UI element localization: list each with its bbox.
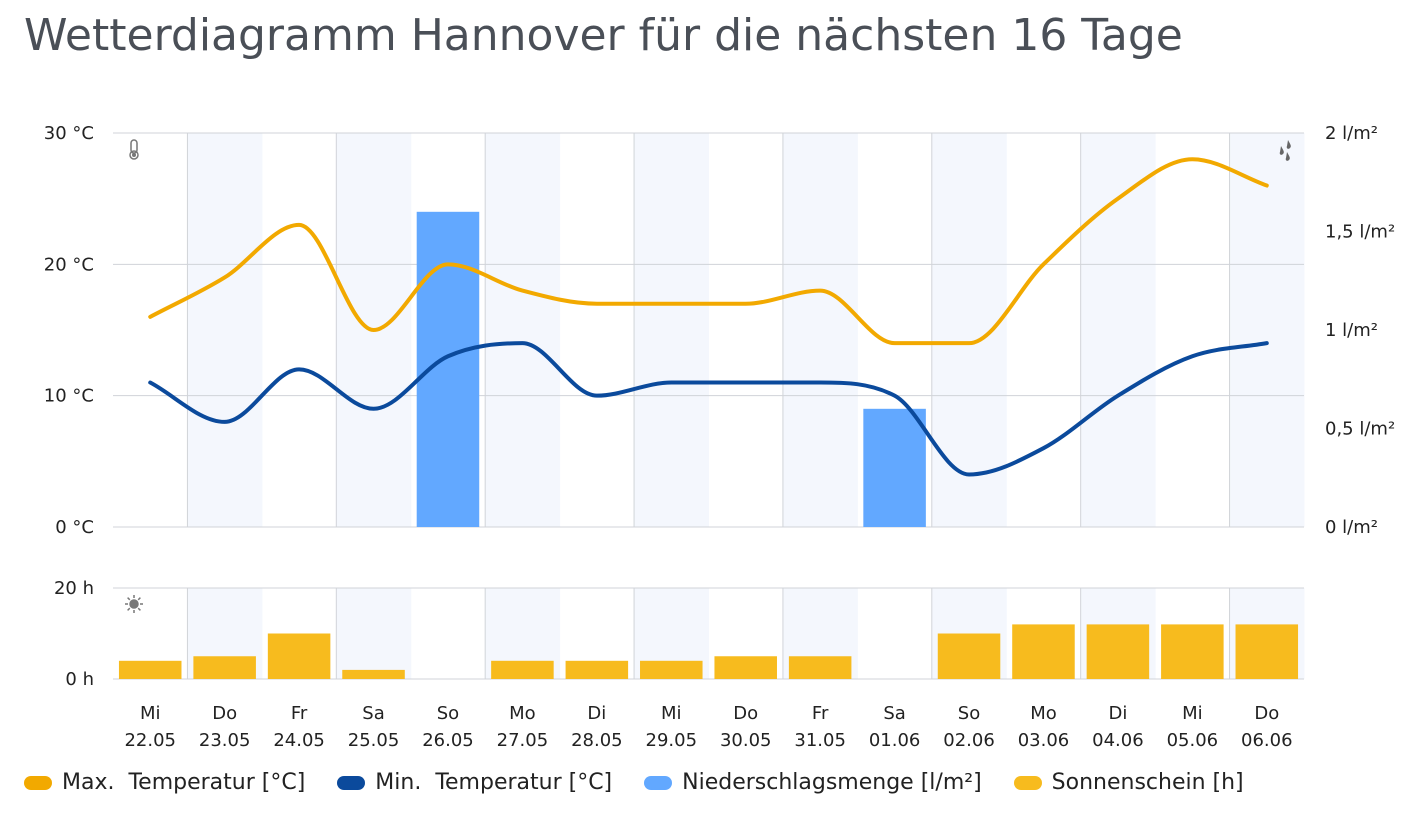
legend-label: Min. Temperatur [°C] [375,770,613,795]
x-tick-date: 01.06 [869,730,921,751]
y-right-tick-label: 0 l/m² [1325,517,1378,538]
x-tick-day: Do [733,703,758,724]
x-tick-day: Mi [661,703,682,724]
day-shade [1230,133,1305,527]
day-shading [187,133,1305,679]
legend-swatch [1013,775,1042,790]
sun-icon [125,595,143,613]
y-sun-tick-label: 20 h [54,578,94,599]
x-tick-date: 27.05 [497,730,549,751]
legend-swatch [644,775,673,790]
y-right-tick-label: 1 l/m² [1325,320,1378,341]
legend-item[interactable]: Niederschlagsmenge [l/m²] [644,770,982,795]
y-left-tick-label: 0 °C [55,517,94,538]
x-tick-day: So [437,703,459,724]
legend-item[interactable]: Max. Temperatur [°C] [24,770,305,795]
sunshine-bar [118,660,182,679]
precip-bar [863,408,926,527]
x-tick-date: 31.05 [794,730,846,751]
x-tick-day: Di [1108,703,1127,724]
x-tick-day: Mo [1030,703,1057,724]
max-temp-line [148,157,1269,346]
legend-label: Niederschlagsmenge [l/m²] [682,770,982,795]
x-tick-day: Mi [1182,703,1203,724]
min-temp-line [148,341,1269,477]
sunshine-bar [640,660,703,679]
sunshine-bar [565,660,629,679]
x-tick-day: So [958,703,980,724]
legend-label: Max. Temperatur [°C] [62,770,306,795]
y-sun-tick-label: 0 h [65,669,94,690]
sunshine-bar [1235,624,1299,679]
y-left-tick-label: 10 °C [44,386,94,407]
legend-item[interactable]: Sonnenschein [h] [1013,770,1244,795]
y-right-tick-label: 0,5 l/m² [1325,419,1395,440]
sunshine-bar [714,656,777,679]
sunshine-bar [193,656,256,679]
gridlines [113,132,1304,680]
x-tick-date: 25.05 [348,730,400,751]
x-tick-date: 23.05 [199,730,251,751]
sunshine-bar [342,669,405,679]
day-shade [783,133,858,527]
x-tick-day: Do [212,703,237,724]
x-tick-date: 22.05 [124,730,176,751]
x-tick-date: 28.05 [571,730,623,751]
x-tick-date: 05.06 [1167,730,1219,751]
x-tick-date: 30.05 [720,730,772,751]
y-right-tick-label: 2 l/m² [1325,123,1378,144]
page-title: Wetterdiagramm Hannover für die nächsten… [24,10,1183,61]
sunshine-bar [788,656,852,679]
y-right-tick-label: 1,5 l/m² [1325,222,1395,243]
day-shade [634,133,709,527]
x-tick-day: Mo [509,703,536,724]
day-shade [1081,133,1156,527]
x-tick-day: Di [587,703,606,724]
x-tick-day: Mi [140,703,161,724]
y-left-tick-label: 20 °C [44,254,94,275]
chart-legend: Max. Temperatur [°C] Min. Temperatur [°C]… [24,770,1244,795]
sunshine-bar [1012,624,1075,679]
sunshine-bar [1086,624,1150,679]
sunshine-bar [267,633,331,679]
x-tick-day: Fr [812,703,829,724]
x-tick-day: Sa [883,703,905,724]
x-tick-date: 02.06 [943,730,995,751]
x-tick-date: 06.06 [1241,730,1293,751]
x-tick-date: 29.05 [646,730,698,751]
x-tick-date: 26.05 [422,730,474,751]
legend-swatch [24,775,52,790]
temperature-lines [148,157,1269,477]
day-shade [485,133,561,527]
sunshine-bar [937,633,1001,679]
raindrops-icon [1279,140,1291,161]
day-shade [932,133,1007,527]
thermometer-icon [129,139,139,160]
x-tick-date: 03.06 [1018,730,1070,751]
legend-label: Sonnenschein [h] [1051,770,1244,795]
x-tick-date: 04.06 [1092,730,1144,751]
x-tick-day: Sa [362,703,384,724]
sunshine-bar [1161,624,1224,679]
y-left-tick-label: 30 °C [44,123,94,144]
sunshine-bar [491,660,554,679]
x-tick-date: 24.05 [273,730,325,751]
legend-swatch [337,775,366,790]
legend-item[interactable]: Min. Temperatur [°C] [337,770,612,795]
x-tick-day: Do [1254,703,1279,724]
x-tick-day: Fr [291,703,308,724]
sunshine-bars [118,624,1299,679]
day-shade [187,133,263,527]
axis-labels: 0 °C 10 °C 20 °C 30 °C 0 l/m² 0,5 l/m² 1 l/m² 1… [44,123,1395,751]
day-shade [336,588,412,679]
